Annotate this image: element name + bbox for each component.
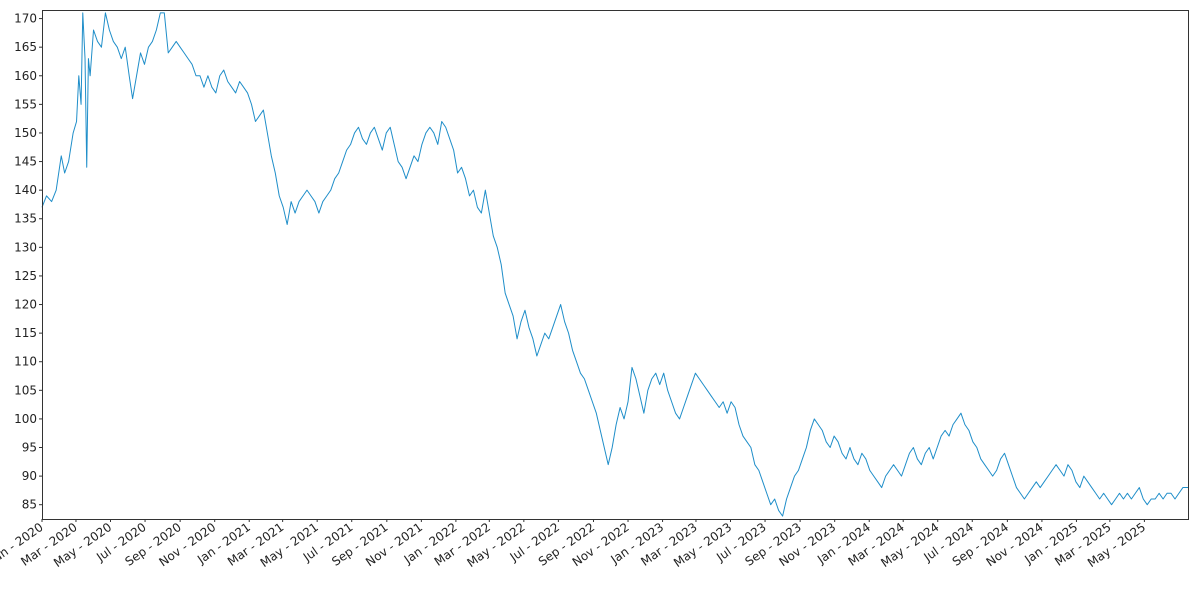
y-tick-label: 170 [14, 12, 37, 26]
y-axis: 85 90 95 100 105 110 115 120 125 130 135 140 145 150 1… [14, 12, 42, 512]
y-tick-label: 150 [14, 126, 37, 140]
y-tick-label: 115 [14, 326, 37, 340]
y-tick-label: 165 [14, 40, 37, 54]
y-tick-label: 100 [14, 412, 37, 426]
y-tick-label: 145 [14, 155, 37, 169]
y-tick-label: 120 [14, 298, 37, 312]
plot-frame [42, 10, 1189, 520]
y-tick-label: 155 [14, 97, 37, 111]
y-tick-label: 110 [14, 355, 37, 369]
y-tick-label: 95 [22, 441, 37, 455]
y-tick-label: 160 [14, 69, 37, 83]
plot-area [41, 10, 1189, 520]
y-tick-label: 90 [22, 469, 37, 483]
series-layer [41, 12, 1188, 517]
y-tick-label: 135 [14, 212, 37, 226]
y-tick-label: 105 [14, 383, 37, 397]
y-tick-label: 85 [22, 498, 37, 512]
y-tick-label: 130 [14, 240, 37, 254]
series-line-0 [41, 12, 1188, 517]
y-tick-label: 125 [14, 269, 37, 283]
y-tick-label: 140 [14, 183, 37, 197]
